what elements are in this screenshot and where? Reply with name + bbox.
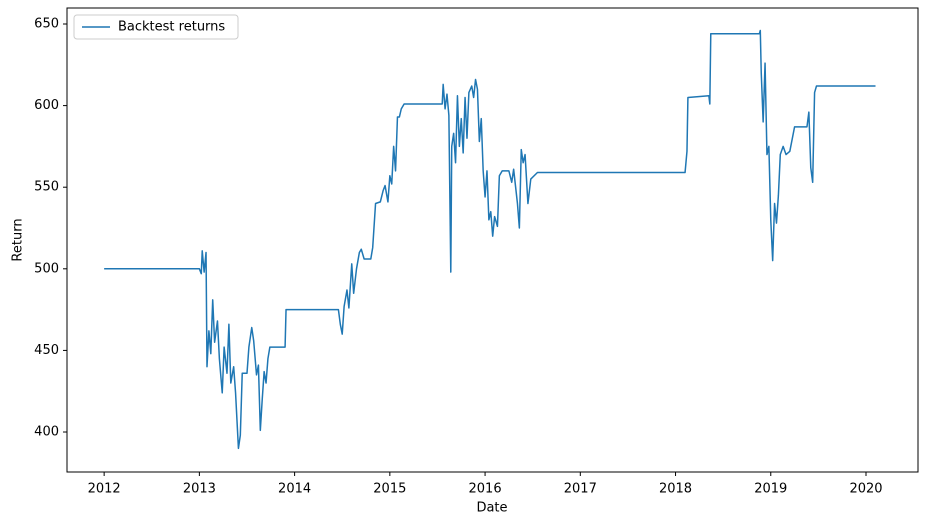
legend-label: Backtest returns [118, 20, 225, 35]
plot-frame [66, 7, 919, 473]
x-tick-label: 2017 [564, 482, 597, 497]
y-tick-label: 450 [34, 343, 59, 358]
x-axis-label: Date [476, 501, 507, 516]
x-tick-label: 2012 [88, 482, 121, 497]
y-tick-label: 400 [34, 425, 59, 440]
y-tick-label: 500 [34, 261, 59, 276]
x-tick-label: 2015 [373, 482, 406, 497]
x-tick-label: 2019 [754, 482, 787, 497]
y-tick-label: 650 [34, 16, 59, 31]
y-tick-label: 550 [34, 180, 59, 195]
y-axis-label: Return [11, 218, 26, 261]
x-tick-label: 2014 [278, 482, 311, 497]
x-tick-label: 2016 [469, 482, 502, 497]
x-tick-label: 2020 [849, 482, 882, 497]
legend-box [73, 14, 239, 40]
y-tick-label: 600 [34, 98, 59, 113]
data-line [104, 29, 876, 450]
x-tick-label: 2013 [183, 482, 216, 497]
x-tick-label: 2018 [659, 482, 692, 497]
